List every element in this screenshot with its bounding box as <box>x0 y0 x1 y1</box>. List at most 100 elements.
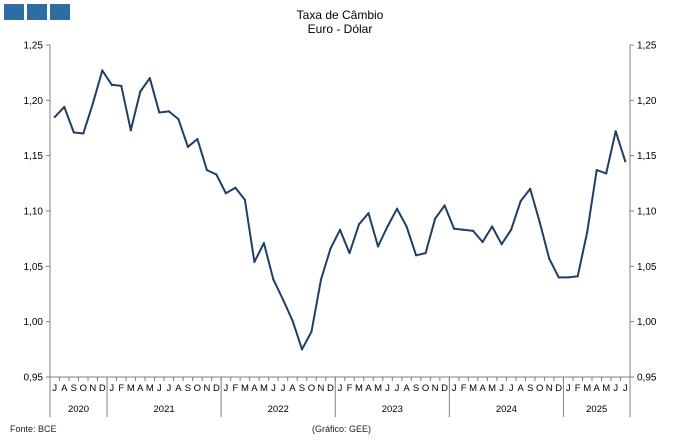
y-tick-label-left: 1,00 <box>24 317 44 328</box>
data-point <box>167 110 170 113</box>
data-point <box>481 240 484 244</box>
month-label: M <box>583 383 591 394</box>
month-label: O <box>536 383 543 394</box>
data-point <box>120 84 123 88</box>
data-point <box>405 225 408 228</box>
month-label: S <box>527 383 533 394</box>
data-point <box>557 276 560 279</box>
y-tick-label-right: 1,20 <box>637 96 657 107</box>
month-label: J <box>623 383 628 394</box>
month-label: M <box>241 383 249 394</box>
month-label: J <box>385 383 390 394</box>
data-point <box>186 145 189 148</box>
month-label: M <box>469 383 477 394</box>
data-point <box>576 275 579 278</box>
year-label: 2024 <box>496 404 517 415</box>
data-point <box>205 168 208 172</box>
data-point <box>414 254 418 257</box>
month-label: N <box>546 383 553 394</box>
y-tick-label-left: 1,20 <box>24 96 44 107</box>
data-point <box>319 278 323 281</box>
data-point <box>376 245 380 248</box>
data-point <box>262 241 266 245</box>
data-point <box>614 130 617 133</box>
data-point <box>519 199 522 203</box>
data-point <box>158 111 161 114</box>
month-label: J <box>452 383 457 394</box>
month-label: S <box>413 383 419 394</box>
month-label: J <box>338 383 343 394</box>
year-label: 2021 <box>154 404 175 415</box>
data-point <box>624 160 627 163</box>
chart-title: Taxa de Câmbio <box>296 8 384 22</box>
data-point <box>243 198 247 202</box>
data-point <box>91 102 94 105</box>
source-note: Fonte: BCE <box>10 424 57 434</box>
logo-block <box>4 4 24 20</box>
month-label: J <box>395 383 400 394</box>
y-tick-label-right: 1,00 <box>637 317 657 328</box>
month-label: D <box>555 383 562 394</box>
data-point <box>595 168 598 172</box>
month-label: M <box>355 383 363 394</box>
y-tick-label-left: 1,05 <box>24 262 44 273</box>
month-label: M <box>260 383 268 394</box>
data-point <box>357 223 361 226</box>
month-label: A <box>137 383 144 394</box>
month-label: A <box>61 383 68 394</box>
data-point <box>348 251 351 255</box>
month-label: F <box>575 383 581 394</box>
data-point <box>215 173 218 176</box>
data-point <box>605 172 608 175</box>
y-tick-label-left: 0,95 <box>24 373 44 384</box>
month-label: A <box>251 383 258 394</box>
month-label: J <box>613 383 618 394</box>
data-point <box>272 278 275 281</box>
month-label: O <box>80 383 87 394</box>
month-label: J <box>499 383 504 394</box>
data-point <box>329 247 332 250</box>
month-label: M <box>374 383 382 394</box>
logo-block <box>50 4 70 20</box>
month-label: A <box>289 383 296 394</box>
data-point <box>386 225 389 228</box>
month-label: S <box>185 383 191 394</box>
year-label: 2020 <box>68 404 89 415</box>
series-line <box>53 69 627 351</box>
month-label: J <box>157 383 162 394</box>
month-label: O <box>422 383 429 394</box>
month-label: F <box>118 383 124 394</box>
month-label: J <box>566 383 571 394</box>
data-point <box>196 137 199 141</box>
credit-note: (Gráfico: GEE) <box>312 424 372 434</box>
month-label: J <box>109 383 114 394</box>
data-point <box>82 132 85 135</box>
y-tick-label-left: 1,15 <box>24 151 44 162</box>
logo <box>4 4 70 20</box>
data-point <box>224 192 228 195</box>
data-point <box>443 204 446 207</box>
data-point <box>567 276 570 279</box>
data-point <box>367 212 370 215</box>
y-tick-label-left: 1,25 <box>24 41 44 52</box>
month-label: J <box>166 383 171 394</box>
data-point <box>510 228 513 231</box>
y-tick-label-right: 1,10 <box>637 207 657 218</box>
month-label: J <box>52 383 57 394</box>
data-point <box>72 131 75 134</box>
month-label: F <box>233 383 239 394</box>
data-point <box>472 229 475 233</box>
data-point <box>586 230 589 234</box>
y-tick-label-right: 1,25 <box>637 41 657 52</box>
month-label: D <box>99 383 106 394</box>
month-label: A <box>594 383 601 394</box>
month-label: D <box>327 383 334 394</box>
month-label: A <box>403 383 410 394</box>
data-point <box>281 298 285 301</box>
data-point <box>433 217 437 220</box>
year-label: 2023 <box>382 404 403 415</box>
logo-block <box>27 4 47 20</box>
data-point <box>338 228 342 231</box>
month-label: A <box>479 383 486 394</box>
month-label: D <box>441 383 448 394</box>
